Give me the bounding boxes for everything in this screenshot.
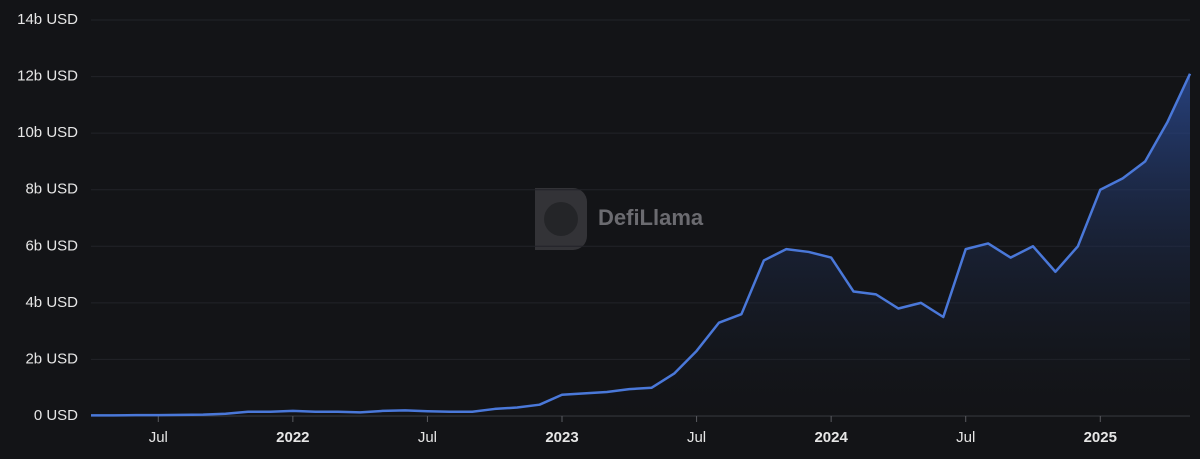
x-tick-label: 2022 [276,429,309,446]
x-tick-label: 2024 [814,429,848,446]
line [91,73,1192,417]
y-tick-label: 14b USD [17,11,78,28]
x-tick-label: Jul [418,429,437,446]
y-tick-label: 12b USD [17,68,78,85]
y-tick-label: 0 USD [34,407,78,424]
x-tick-label: Jul [149,429,168,446]
watermark: DefiLlama [598,205,704,230]
y-tick-label: 6b USD [25,237,78,254]
y-tick-label: 2b USD [25,350,78,367]
y-tick-label: 10b USD [17,124,78,141]
watermark-logo [535,188,587,250]
x-tick-label: Jul [687,429,706,446]
x-tick-label: 2025 [1084,429,1117,446]
y-tick-label: 8b USD [25,181,78,198]
area [91,73,1190,416]
x-tick-label: Jul [956,429,975,446]
x-tick-label: 2023 [545,429,578,446]
y-tick-label: 4b USD [25,294,78,311]
